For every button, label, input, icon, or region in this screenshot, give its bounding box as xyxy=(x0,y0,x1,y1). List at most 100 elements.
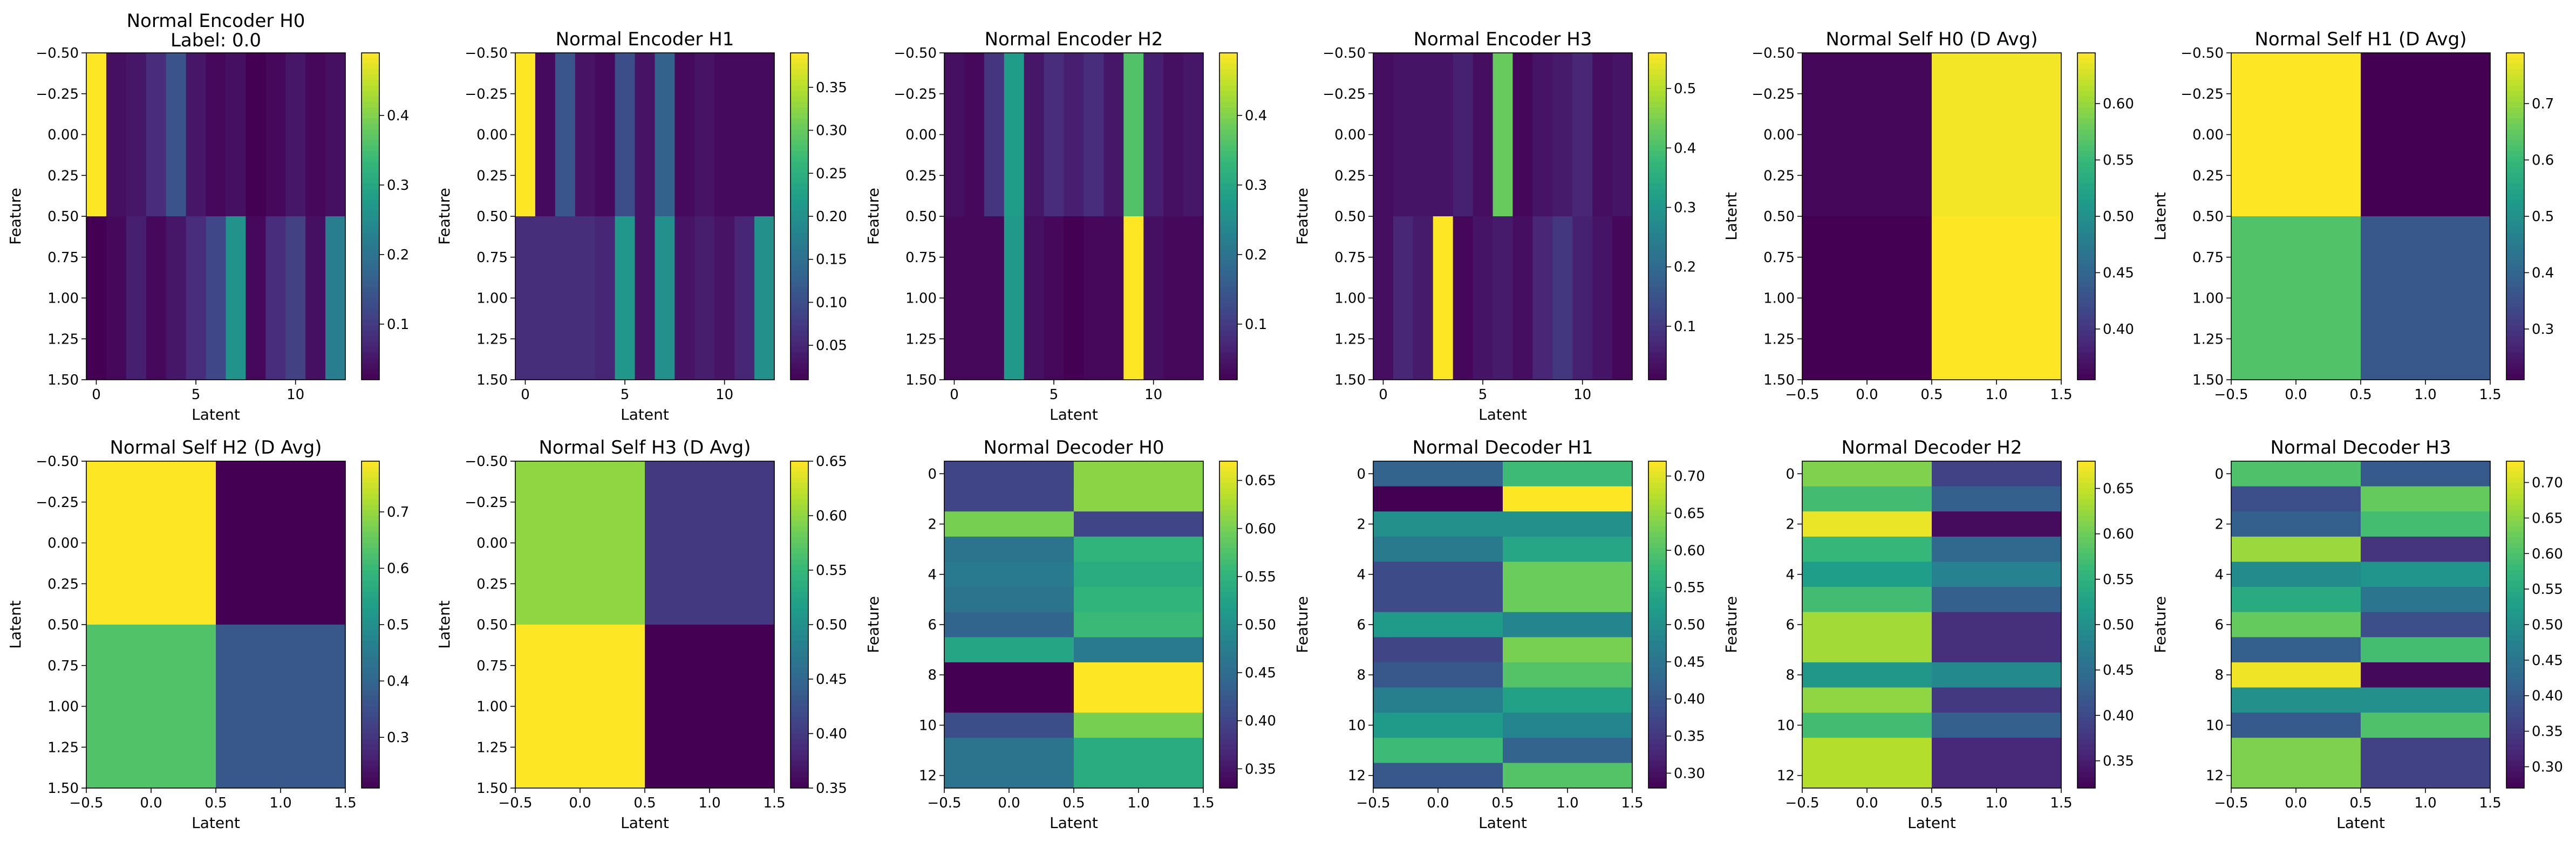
colorbar-segment xyxy=(790,298,808,304)
colorbar-segment xyxy=(362,298,379,304)
colorbar-segment xyxy=(1648,516,1666,522)
colorbar-tick-label: 0.5 xyxy=(1674,81,1696,97)
heatmap-cell xyxy=(1503,662,1633,688)
y-axis-label: Latent xyxy=(435,600,453,649)
colorbar-segment xyxy=(1219,657,1237,663)
colorbar-segment xyxy=(2077,113,2095,119)
colorbar-segment xyxy=(362,140,379,146)
colorbar-segment xyxy=(362,630,379,636)
colorbar-segment xyxy=(1219,586,1237,592)
colorbar-segment xyxy=(2077,243,2095,250)
heatmap-cell xyxy=(186,53,207,217)
colorbar-segment xyxy=(790,352,808,359)
colorbar-segment xyxy=(790,734,808,740)
colorbar-segment xyxy=(1219,613,1237,620)
colorbar-frame xyxy=(1648,52,1667,380)
colorbar-segment xyxy=(1648,134,1666,141)
colorbar-tick-label: 0.55 xyxy=(2103,153,2134,169)
colorbar-segment xyxy=(790,368,808,375)
heatmap-cell xyxy=(1074,536,1204,563)
colorbar-segment xyxy=(362,701,379,707)
colorbar-segment xyxy=(362,96,379,102)
heatmap-cell xyxy=(964,53,985,217)
colorbar-segment xyxy=(2506,619,2524,625)
heatmap-cell xyxy=(944,511,1074,537)
colorbar-segment xyxy=(1648,619,1666,625)
heatmap-cell xyxy=(2231,763,2361,789)
colorbar-segment xyxy=(2077,586,2095,592)
colorbar-segment xyxy=(2506,504,2524,511)
colorbar-segment xyxy=(2077,570,2095,576)
y-tick-label: 2 xyxy=(1786,517,1795,533)
x-tick-label: 5 xyxy=(1050,387,1059,403)
colorbar-segment xyxy=(1219,728,1237,734)
colorbar-segment xyxy=(1219,336,1237,342)
heatmap-cells xyxy=(2231,461,2491,789)
colorbar-segment xyxy=(362,292,379,299)
heatmap-cell xyxy=(1373,763,1503,789)
colorbar-tick-label: 0.55 xyxy=(816,563,847,579)
y-tick-label: 0.25 xyxy=(47,576,79,592)
y-tick-label: −0.25 xyxy=(1752,86,1795,102)
colorbar-segment xyxy=(1648,526,1666,532)
colorbar-tick-label: 0.05 xyxy=(816,338,847,354)
colorbar-segment xyxy=(2077,124,2095,129)
colorbar-segment xyxy=(1648,309,1666,315)
colorbar: 0.3 0.4 0.5 0.6 0.7 xyxy=(361,461,409,789)
colorbar-segment xyxy=(362,467,379,473)
colorbar-segment xyxy=(2077,526,2095,532)
heatmap-cell xyxy=(1373,536,1503,563)
colorbar-segment xyxy=(2077,336,2095,342)
colorbar-segment xyxy=(1219,608,1237,614)
colorbar-tick-label: 0.35 xyxy=(2103,754,2134,770)
colorbar-segment xyxy=(1219,652,1237,658)
colorbar-segment xyxy=(2077,739,2095,745)
heatmap-cell xyxy=(106,216,127,380)
x-tick-label: −0.5 xyxy=(498,795,532,811)
colorbar-segment xyxy=(790,374,808,380)
heatmap-cell xyxy=(1373,637,1503,663)
colorbar-segment xyxy=(2077,608,2095,614)
y-tick-label: 0.50 xyxy=(476,617,508,633)
colorbar-tick-label: 0.60 xyxy=(2103,96,2134,112)
heatmap-cell xyxy=(1163,53,1184,217)
colorbar-segment xyxy=(1648,690,1666,696)
heatmap-cell xyxy=(944,216,965,380)
colorbar-segment xyxy=(2077,504,2095,511)
x-tick-label: 0.0 xyxy=(1856,387,1878,403)
colorbar-segment xyxy=(362,782,379,789)
y-axis-label: Feature xyxy=(1293,596,1311,653)
colorbar-segment xyxy=(1219,597,1237,604)
heatmap-cell xyxy=(1932,612,2062,638)
y-tick-label: −0.25 xyxy=(2180,86,2224,102)
colorbar-segment xyxy=(2506,200,2524,206)
colorbar-segment xyxy=(2077,183,2095,190)
colorbar-segment xyxy=(790,613,808,620)
colorbar-tick-label: 0.40 xyxy=(2532,688,2563,704)
x-tick-label: −0.5 xyxy=(1356,795,1390,811)
heatmap-cell xyxy=(1183,53,1204,217)
colorbar-segment xyxy=(1219,750,1237,756)
y-tick-label: 0.00 xyxy=(476,536,508,552)
heatmap-cell xyxy=(1373,562,1503,587)
subplot-title: Normal Encoder H0 xyxy=(127,10,305,32)
colorbar-segment xyxy=(362,521,379,527)
colorbar-segment xyxy=(2077,368,2095,375)
heatmap-cell xyxy=(1373,511,1503,537)
colorbar-segment xyxy=(1219,162,1237,168)
y-tick-label: 6 xyxy=(1786,617,1795,633)
colorbar-segment xyxy=(2506,189,2524,195)
heatmap-cell xyxy=(1572,53,1593,217)
colorbar-segment xyxy=(1219,80,1237,86)
colorbar-segment xyxy=(2077,559,2095,565)
colorbar-segment xyxy=(2077,64,2095,70)
subplot-9: −0.5 0.0 0.5 1.0 1.5 0 2 4 6 8 10 12 Latent Feature No… xyxy=(1293,437,1705,832)
y-tick-label: 1.50 xyxy=(476,780,508,797)
colorbar-segment xyxy=(1219,576,1237,581)
y-tick-label: 0 xyxy=(928,466,937,482)
colorbar-segment xyxy=(2506,543,2524,549)
colorbar-segment xyxy=(2077,80,2095,86)
colorbar-segment xyxy=(2506,80,2524,86)
y-tick-label: 6 xyxy=(2214,617,2224,633)
colorbar-segment xyxy=(790,205,808,211)
